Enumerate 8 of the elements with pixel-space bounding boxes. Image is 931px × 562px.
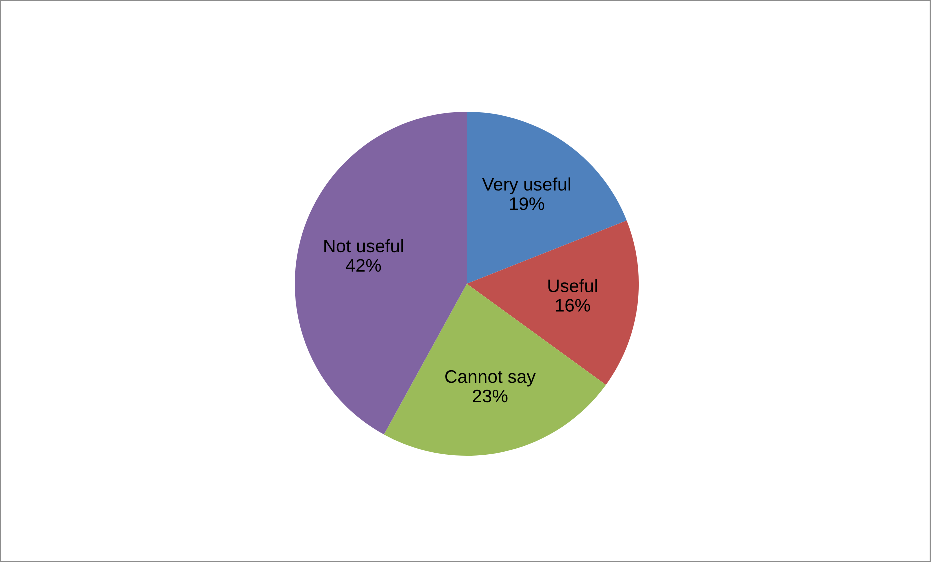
data-label: 42% [346, 259, 382, 272]
slice-label: Very useful [482, 178, 570, 194]
data-label: 23% [473, 390, 508, 403]
data-label: 16% [556, 299, 590, 312]
data-label: 19% [510, 198, 544, 210]
slice-label: Not useful [324, 239, 404, 253]
slice-label: Useful [548, 279, 598, 292]
slice-label: Cannot say [446, 370, 536, 387]
